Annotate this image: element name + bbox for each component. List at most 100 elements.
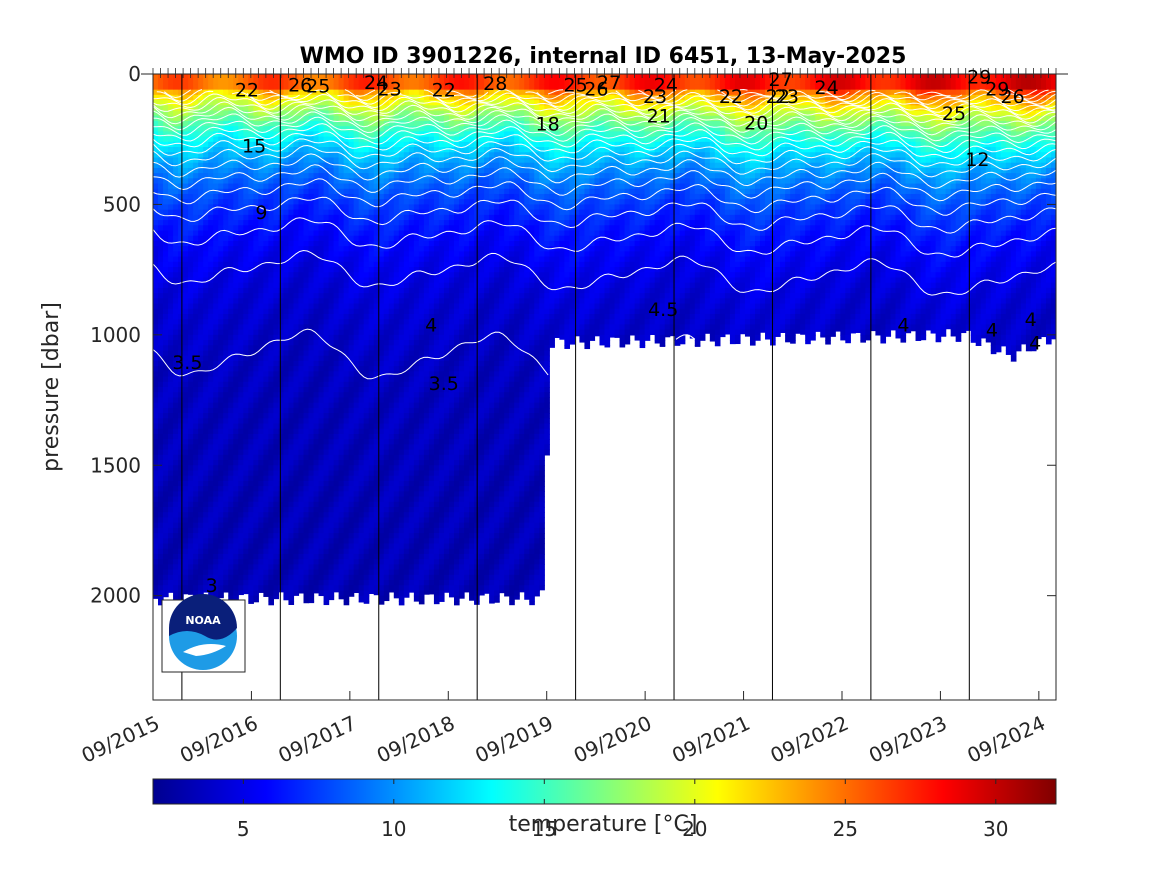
field-cell xyxy=(263,141,269,148)
field-cell xyxy=(268,413,274,419)
field-cell xyxy=(383,261,390,268)
field-cell xyxy=(283,256,290,263)
field-cell xyxy=(188,173,194,179)
field-cell xyxy=(198,470,204,477)
field-cell xyxy=(173,293,179,299)
field-cell xyxy=(273,246,280,252)
field-cell xyxy=(308,522,315,529)
field-cell xyxy=(238,381,244,388)
field-cell xyxy=(153,345,159,352)
field-cell xyxy=(273,147,280,153)
field-cell xyxy=(233,444,239,451)
field-cell xyxy=(303,397,310,404)
field-cell xyxy=(358,407,365,414)
field-cell xyxy=(243,267,249,273)
field-cell xyxy=(208,313,214,320)
field-cell xyxy=(248,548,254,555)
field-cell xyxy=(228,355,234,362)
field-cell xyxy=(348,120,355,127)
field-cell xyxy=(303,522,310,529)
field-cell xyxy=(293,256,300,263)
field-cell xyxy=(188,282,194,289)
field-cell xyxy=(388,465,395,472)
field-cell xyxy=(353,188,360,195)
field-cell xyxy=(183,157,189,164)
field-cell xyxy=(293,355,300,362)
field-cell xyxy=(178,319,184,325)
field-cell xyxy=(268,454,274,461)
field-cell xyxy=(313,522,320,529)
field-cell xyxy=(203,522,209,529)
field-cell xyxy=(353,345,360,352)
field-cell xyxy=(258,533,264,539)
field-cell xyxy=(363,350,370,357)
field-cell xyxy=(193,543,199,550)
field-cell xyxy=(183,564,189,571)
field-cell xyxy=(348,439,355,445)
field-cell xyxy=(263,319,269,325)
field-cell xyxy=(268,460,274,466)
field-cell xyxy=(248,522,254,529)
field-cell xyxy=(233,167,239,174)
field-cell xyxy=(263,366,269,372)
field-cell xyxy=(348,491,355,498)
field-cell xyxy=(333,152,340,159)
field-cell xyxy=(323,366,330,372)
field-cell xyxy=(388,287,395,294)
field-cell xyxy=(213,115,219,122)
field-cell xyxy=(338,496,345,503)
field-cell xyxy=(173,204,179,211)
field-cell xyxy=(238,580,244,586)
field-cell xyxy=(273,308,280,315)
field-cell xyxy=(238,444,244,451)
field-cell xyxy=(348,465,355,472)
field-cell xyxy=(288,79,295,86)
field-cell xyxy=(298,564,305,571)
field-cell xyxy=(283,381,290,388)
field-cell xyxy=(193,277,199,284)
field-cell xyxy=(363,371,370,378)
field-cell xyxy=(218,543,224,550)
field-cell xyxy=(173,501,179,508)
field-cell xyxy=(283,522,290,529)
field-cell xyxy=(313,486,320,492)
field-cell xyxy=(333,188,340,195)
field-cell xyxy=(398,319,405,325)
field-cell xyxy=(288,475,295,482)
field-cell xyxy=(163,460,169,466)
field-cell xyxy=(193,381,199,388)
field-cell xyxy=(323,491,330,498)
field-cell xyxy=(368,470,375,477)
field-cell xyxy=(178,574,184,581)
field-cell xyxy=(318,439,325,445)
field-cell xyxy=(158,486,164,492)
field-cell xyxy=(268,256,274,263)
field-cell xyxy=(243,277,249,284)
field-cell xyxy=(158,100,164,106)
field-cell xyxy=(273,397,280,404)
field-cell xyxy=(193,167,199,174)
field-cell xyxy=(278,110,285,117)
field-cell xyxy=(363,553,370,560)
field-cell xyxy=(328,585,335,592)
field-cell xyxy=(218,293,224,299)
field-cell xyxy=(183,460,189,466)
field-cell xyxy=(373,564,380,571)
field-cell xyxy=(318,204,325,211)
field-cell xyxy=(258,423,264,430)
field-cell xyxy=(328,126,335,132)
field-cell xyxy=(253,157,259,164)
field-cell xyxy=(203,543,209,550)
field-cell xyxy=(198,136,204,143)
field-cell xyxy=(243,214,249,221)
field-cell xyxy=(288,574,295,581)
field-cell xyxy=(173,167,179,174)
field-cell xyxy=(393,517,400,524)
field-cell xyxy=(178,282,184,289)
field-cell xyxy=(363,600,370,604)
field-cell xyxy=(298,193,305,200)
field-cell xyxy=(268,486,274,492)
field-cell xyxy=(168,569,174,576)
field-cell xyxy=(383,350,390,357)
field-cell xyxy=(168,470,174,477)
